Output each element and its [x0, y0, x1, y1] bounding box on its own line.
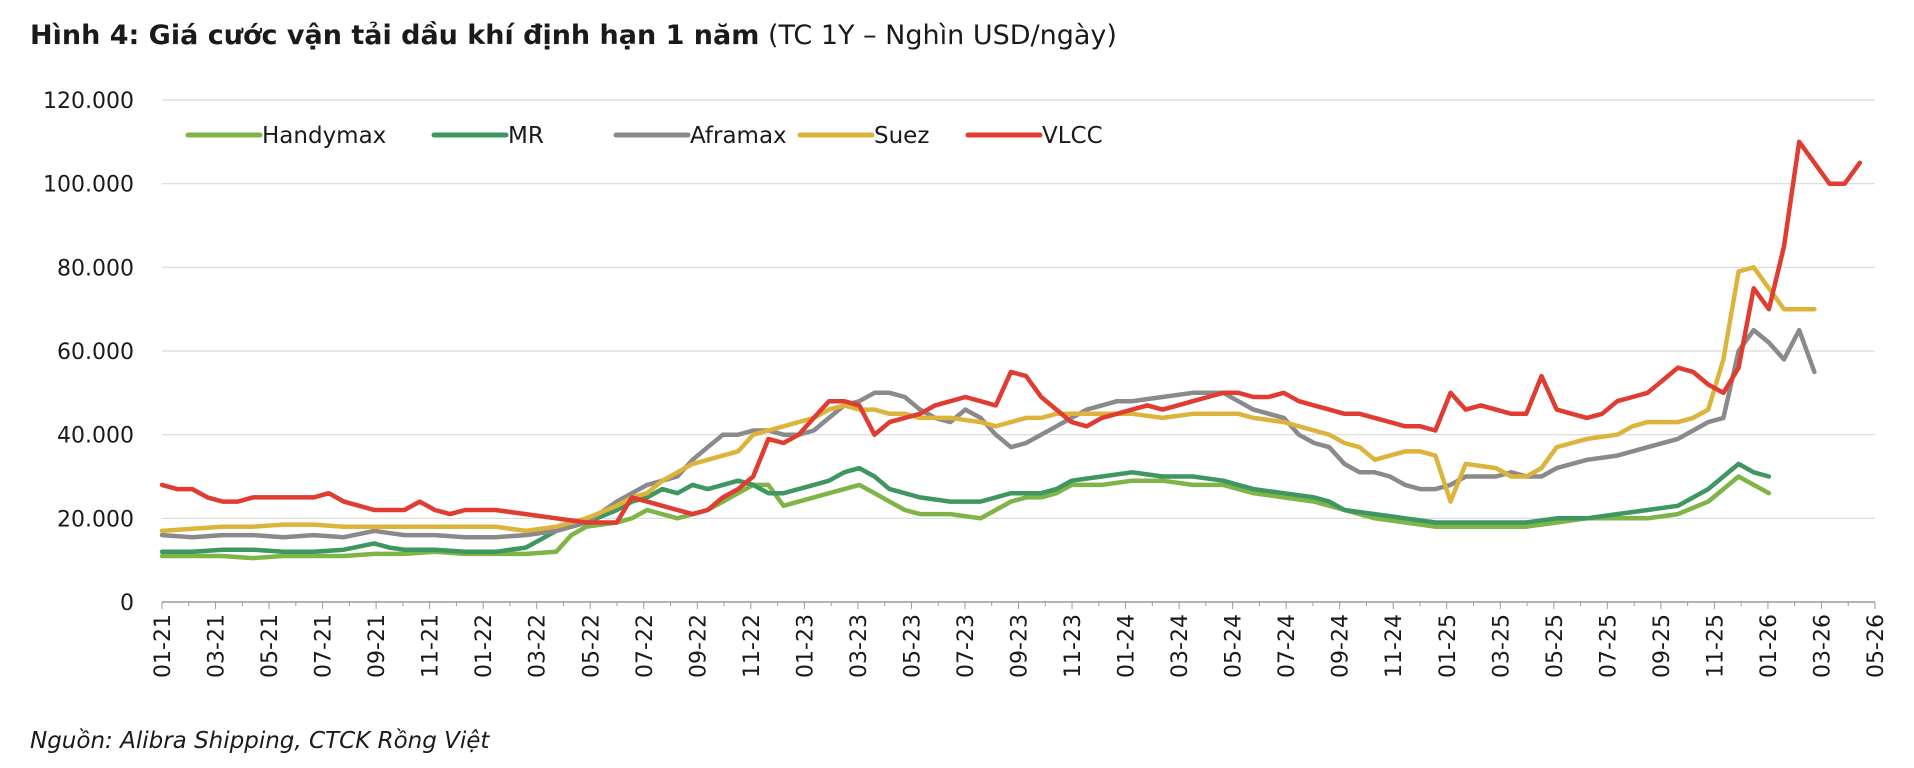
chart-title-bold: Hình 4: Giá cước vận tải dầu khí định hạ… — [30, 20, 760, 51]
legend-label-suez: Suez — [874, 123, 929, 149]
x-tick-label: 07-21 — [312, 614, 337, 678]
x-tick-label: 07-25 — [1596, 614, 1621, 678]
x-tick-label: 01-21 — [151, 614, 176, 678]
series-lines — [159, 139, 1863, 561]
x-tick-label: 05-22 — [579, 614, 604, 678]
x-tick-label: 05-21 — [258, 614, 283, 678]
legend: Handymax MR Aframax Suez VLCC — [185, 123, 1103, 149]
axes: 0 20.000 40.000 60.000 80.000 100.000 120.000 0… — [43, 89, 1889, 678]
x-tick-label: 03-22 — [526, 614, 551, 678]
x-tick-label: 01-22 — [472, 614, 497, 678]
y-tick-label: 120.000 — [43, 89, 134, 114]
x-tick-label: 09-22 — [686, 614, 711, 678]
chart-title: Hình 4: Giá cước vận tải dầu khí định hạ… — [30, 20, 1117, 51]
x-tick-label: 11-25 — [1703, 614, 1728, 678]
grid-lines — [162, 99, 1875, 519]
legend-label-mr: MR — [508, 123, 544, 149]
series-line-suez — [159, 265, 1817, 534]
x-tick-label: 03-26 — [1810, 614, 1835, 678]
x-tick-label: 09-21 — [365, 614, 390, 678]
series-line-vlcc — [159, 139, 1863, 525]
x-tick-label: 11-23 — [1061, 614, 1086, 678]
x-tick-label: 05-25 — [1543, 614, 1568, 678]
x-tick-label: 01-24 — [1115, 614, 1140, 678]
series-line-mr — [159, 461, 1772, 555]
x-tick-label: 05-26 — [1864, 614, 1889, 678]
chart-title-units: (TC 1Y – Nghìn USD/ngày) — [759, 20, 1117, 51]
x-tick-label: 09-24 — [1329, 614, 1354, 678]
y-tick-label: 20.000 — [57, 507, 134, 532]
x-tick-label: 09-23 — [1008, 614, 1033, 678]
y-tick-label: 40.000 — [57, 424, 134, 449]
legend-label-handymax: Handymax — [262, 123, 386, 149]
x-tick-label: 05-23 — [900, 614, 925, 678]
x-tick-label: 03-23 — [847, 614, 872, 678]
x-tick-label: 01-23 — [793, 614, 818, 678]
x-tick-label: 03-24 — [1168, 614, 1193, 678]
y-tick-label: 100.000 — [43, 173, 134, 198]
source-note: Nguồn: Alibra Shipping, CTCK Rồng Việt — [30, 728, 490, 754]
x-tick-label: 01-26 — [1757, 614, 1782, 678]
x-tick-label: 07-22 — [633, 614, 658, 678]
legend-label-aframax: Aframax — [690, 123, 787, 149]
y-tick-label: 80.000 — [57, 256, 134, 281]
x-tick-label: 09-25 — [1650, 614, 1675, 678]
x-tick-label: 07-23 — [954, 614, 979, 678]
x-tick-label: 11-21 — [419, 614, 444, 678]
legend-label-vlcc: VLCC — [1042, 123, 1103, 149]
x-tick-label: 05-24 — [1222, 614, 1247, 678]
x-tick-label: 03-21 — [205, 614, 230, 678]
x-tick-label: 01-25 — [1436, 614, 1461, 678]
y-tick-label: 0 — [120, 591, 134, 616]
x-tick-label: 07-24 — [1275, 614, 1300, 678]
x-tick-label: 11-24 — [1382, 614, 1407, 678]
x-tick-label: 11-22 — [740, 614, 765, 678]
series-line-handymax — [159, 474, 1772, 561]
y-tick-label: 60.000 — [57, 340, 134, 365]
x-tick-label: 03-25 — [1489, 614, 1514, 678]
